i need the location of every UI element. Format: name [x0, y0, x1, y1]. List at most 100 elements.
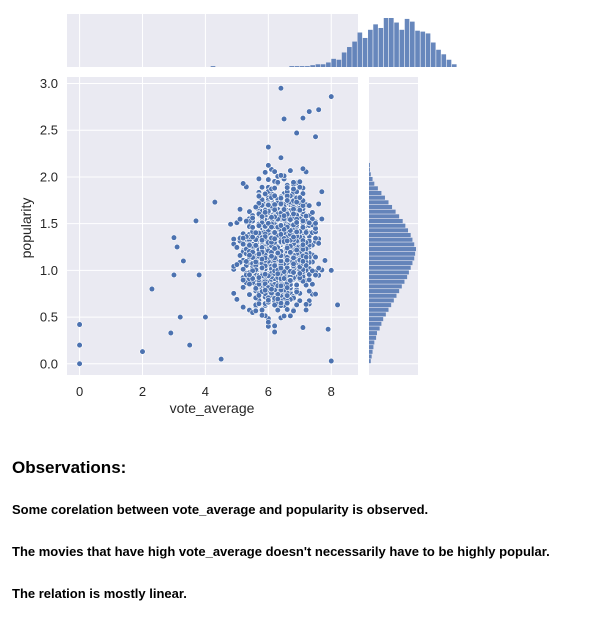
scatter-point	[312, 220, 319, 227]
scatter-point	[302, 262, 310, 269]
scatter-point	[299, 324, 307, 331]
scatter-point	[302, 229, 310, 236]
scatter-point	[240, 304, 247, 311]
scatter-point	[306, 219, 313, 226]
scatter-point	[274, 179, 281, 186]
x-tick-label: 8	[328, 384, 335, 399]
scatter-point	[293, 219, 300, 226]
scatter-point	[180, 257, 187, 265]
scatter-point	[277, 154, 285, 161]
scatter-point	[240, 276, 247, 284]
scatter-point	[284, 184, 291, 191]
scatter-point	[258, 256, 266, 263]
scatter-point	[196, 271, 203, 279]
scatter-point	[271, 322, 278, 329]
scatter-point	[255, 193, 263, 200]
x-axis-label: vote_average	[170, 400, 255, 416]
y-hist-bar	[369, 251, 416, 256]
x-tick-label: 0	[76, 384, 83, 399]
scatter-point	[233, 296, 240, 303]
scatter-point	[315, 200, 322, 208]
scatter-point	[306, 108, 313, 115]
scatter-point	[280, 312, 288, 320]
scatter-point	[306, 202, 313, 209]
x-hist-bar	[388, 18, 394, 67]
scatter-point	[271, 185, 278, 192]
scatter-point	[284, 244, 291, 252]
y-hist-bar	[369, 335, 377, 340]
scatter-point	[315, 264, 322, 272]
scatter-point	[284, 292, 291, 299]
y-hist-bar	[369, 289, 400, 294]
observations-section: Observations: Some corelation between vo…	[12, 458, 602, 626]
scatter-point	[290, 307, 297, 315]
y-hist-bar	[369, 167, 370, 172]
scatter-point	[174, 243, 181, 251]
y-tick-label: 2.5	[40, 123, 58, 138]
scatter-point	[284, 237, 291, 244]
scatter-point	[296, 270, 303, 277]
x-hist-bar	[430, 42, 436, 67]
scatter-point	[271, 192, 278, 199]
scatter-point	[246, 252, 253, 259]
y-hist-bar	[369, 237, 413, 242]
scatter-point	[240, 180, 247, 187]
scatter-point	[268, 224, 275, 231]
scatter-point	[265, 143, 272, 151]
scatter-point	[202, 313, 209, 321]
x-hist-bar	[373, 24, 378, 67]
y-hist-bar	[369, 181, 375, 186]
scatter-point	[274, 270, 281, 277]
scatter-point	[271, 168, 278, 175]
scatter-point	[318, 215, 325, 223]
scatter-point	[186, 342, 193, 349]
y-hist-bar	[369, 303, 392, 308]
scatter-point	[265, 319, 272, 326]
y-hist-bar	[369, 176, 373, 182]
scatter-point	[290, 269, 297, 276]
scatter-point	[293, 228, 300, 235]
y-hist-bar	[369, 312, 386, 317]
scatter-point	[328, 93, 335, 100]
scatter-point	[255, 300, 263, 307]
scatter-point	[284, 299, 291, 307]
scatter-point	[258, 306, 266, 314]
scatter-point	[309, 281, 316, 288]
scatter-point	[76, 360, 83, 367]
x-hist-bar	[362, 37, 368, 67]
scatter-point	[306, 288, 313, 295]
y-hist-bar	[369, 317, 384, 322]
scatter-point	[299, 217, 307, 225]
x-hist-bar	[294, 66, 300, 67]
scatter-point	[299, 224, 307, 231]
y-hist-bar	[369, 345, 374, 350]
y-hist-bar	[369, 265, 411, 270]
scatter-point	[262, 209, 269, 216]
scatter-point	[271, 201, 278, 208]
scatter-point	[284, 257, 291, 264]
scatter-point	[299, 241, 307, 248]
scatter-point	[249, 214, 256, 222]
scatter-point	[76, 342, 83, 349]
y-hist-bar	[369, 307, 389, 312]
scatter-point	[249, 224, 256, 231]
scatter-point	[262, 190, 269, 197]
scatter-point	[296, 194, 303, 201]
y-tick-label: 2.0	[40, 169, 58, 184]
scatter-point	[271, 229, 278, 236]
scatter-point	[255, 222, 263, 229]
scatter-point	[258, 237, 266, 244]
scatter-point	[296, 178, 303, 185]
x-hist-bar	[352, 41, 357, 67]
scatter-point	[284, 284, 291, 291]
y-hist-bar	[369, 247, 416, 252]
y-tick-label: 0.0	[40, 356, 58, 371]
x-hist-bar	[336, 59, 342, 67]
scatter-point	[277, 195, 285, 202]
x-hist-bar	[409, 21, 415, 67]
scatter-point	[252, 242, 259, 249]
scatter-point	[280, 115, 288, 123]
y-hist-bar	[369, 293, 397, 298]
x-hist-bar	[378, 27, 384, 67]
scatter-point	[309, 209, 316, 216]
